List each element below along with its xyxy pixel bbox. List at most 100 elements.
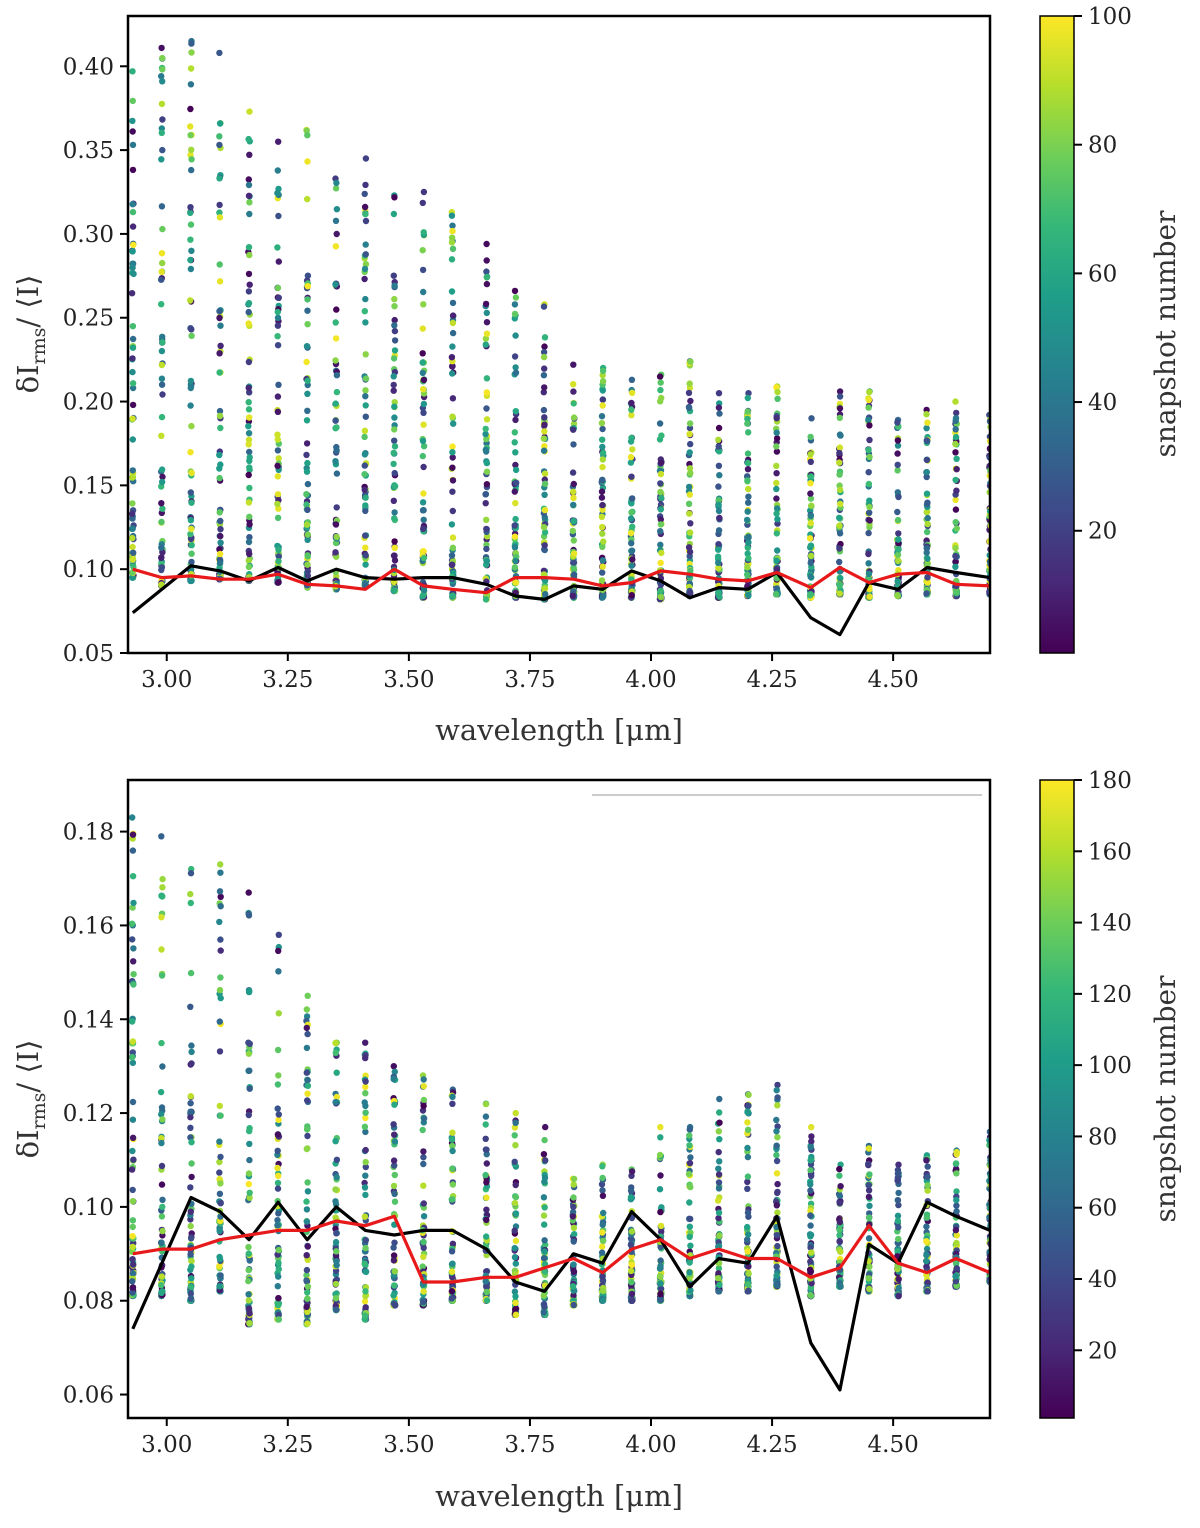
y-tick-label: 0.16 <box>63 913 114 939</box>
scatter-point <box>658 394 665 402</box>
scatter-point <box>865 550 872 558</box>
scatter-point <box>245 308 252 316</box>
x-tick-label: 3.75 <box>504 667 555 693</box>
scatter-point <box>449 443 456 450</box>
colorbar-tick-label: 60 <box>1088 1196 1117 1222</box>
scatter-point <box>217 1153 224 1161</box>
colorbar-tick-label: 100 <box>1088 1053 1132 1079</box>
scatter-point <box>744 591 752 599</box>
scatter-point <box>246 1067 253 1074</box>
scatter-point <box>246 281 253 288</box>
scatter-point <box>245 270 253 278</box>
scatter-point <box>159 225 166 233</box>
scatter-point <box>129 574 136 581</box>
scatter-point <box>599 563 606 570</box>
scatter-point <box>773 1272 780 1279</box>
scatter-point <box>685 1170 693 1178</box>
scatter-point <box>895 1235 902 1243</box>
scatter-point <box>332 319 339 326</box>
scatter-point <box>745 499 752 506</box>
y-tick-label: 0.40 <box>63 54 114 80</box>
scatter-point <box>600 1287 607 1295</box>
scatter-point <box>773 485 780 493</box>
scatter-point <box>715 462 723 469</box>
scatter-point <box>923 1245 931 1253</box>
scatter-point <box>187 384 194 392</box>
scatter-point <box>774 547 781 554</box>
scatter-point <box>745 1102 752 1109</box>
scatter-point <box>449 1181 457 1188</box>
scatter-point <box>715 1288 723 1295</box>
scatter-point <box>865 404 872 411</box>
scatter-point <box>482 596 490 603</box>
scatter-point <box>895 546 902 553</box>
scatter-point <box>685 483 693 491</box>
scatter-point <box>542 1123 549 1131</box>
scatter-point <box>129 141 137 149</box>
scatter-point <box>391 1282 398 1289</box>
scatter-point <box>333 1257 340 1265</box>
scatter-point <box>483 557 491 565</box>
y-tick-label: 0.14 <box>63 1007 114 1033</box>
scatter-point <box>391 509 398 516</box>
scatter-point <box>482 500 489 507</box>
scatter-point <box>187 1235 195 1242</box>
bottom-y-ticks: 0.06 0.08 0.10 0.12 0.14 0.16 0.18 <box>63 820 128 1409</box>
scatter-point <box>774 1209 781 1216</box>
scatter-point <box>657 1222 665 1230</box>
scatter-point <box>923 1223 930 1230</box>
scatter-point <box>158 1289 165 1297</box>
scatter-point <box>512 461 519 469</box>
scatter-point <box>274 314 282 321</box>
scatter-point <box>245 1243 252 1251</box>
scatter-point <box>362 1109 369 1116</box>
scatter-point <box>129 1278 136 1285</box>
scatter-point <box>924 514 931 522</box>
scatter-point <box>512 1181 519 1189</box>
scatter-point <box>245 399 252 406</box>
scatter-point <box>924 520 931 528</box>
scatter-point <box>686 1159 694 1167</box>
scatter-point <box>274 500 281 508</box>
x-tick-label: 3.00 <box>141 667 192 693</box>
x-tick-label: 3.00 <box>141 1432 192 1458</box>
y-tick-label: 0.08 <box>63 1289 114 1315</box>
scatter-point <box>895 1284 902 1292</box>
scatter-point <box>449 507 456 515</box>
scatter-point <box>187 1108 194 1115</box>
scatter-point <box>333 470 341 477</box>
scatter-point <box>570 1238 577 1245</box>
top-colorbar <box>1039 15 1075 654</box>
scatter-point <box>570 361 577 368</box>
scatter-point <box>275 1265 282 1273</box>
scatter-point <box>245 1050 253 1057</box>
scatter-point <box>275 1311 282 1319</box>
scatter-point <box>686 1199 693 1206</box>
scatter-point <box>274 393 282 400</box>
scatter-point <box>541 1174 549 1182</box>
scatter-point <box>923 490 931 497</box>
scatter-point <box>482 491 489 498</box>
scatter-point <box>483 389 490 396</box>
scatter-point <box>657 593 664 601</box>
scatter-point <box>159 505 166 512</box>
scatter-point <box>362 1292 369 1300</box>
scatter-point <box>483 1206 490 1213</box>
scatter-point <box>391 1162 398 1169</box>
scatter-point <box>420 516 427 523</box>
scatter-point <box>362 1191 369 1199</box>
scatter-point <box>598 413 606 420</box>
scatter-point <box>512 1210 520 1217</box>
scatter-point <box>657 488 664 496</box>
scatter-point <box>391 538 398 545</box>
scatter-point <box>744 571 751 578</box>
scatter-point <box>687 469 694 477</box>
scatter-point <box>570 1203 577 1211</box>
scatter-point <box>246 513 253 520</box>
scatter-point <box>362 1158 369 1166</box>
scatter-point <box>744 544 751 551</box>
scatter-point <box>217 342 224 349</box>
scatter-point <box>216 986 224 994</box>
scatter-point <box>865 480 873 488</box>
scatter-point <box>448 288 456 295</box>
